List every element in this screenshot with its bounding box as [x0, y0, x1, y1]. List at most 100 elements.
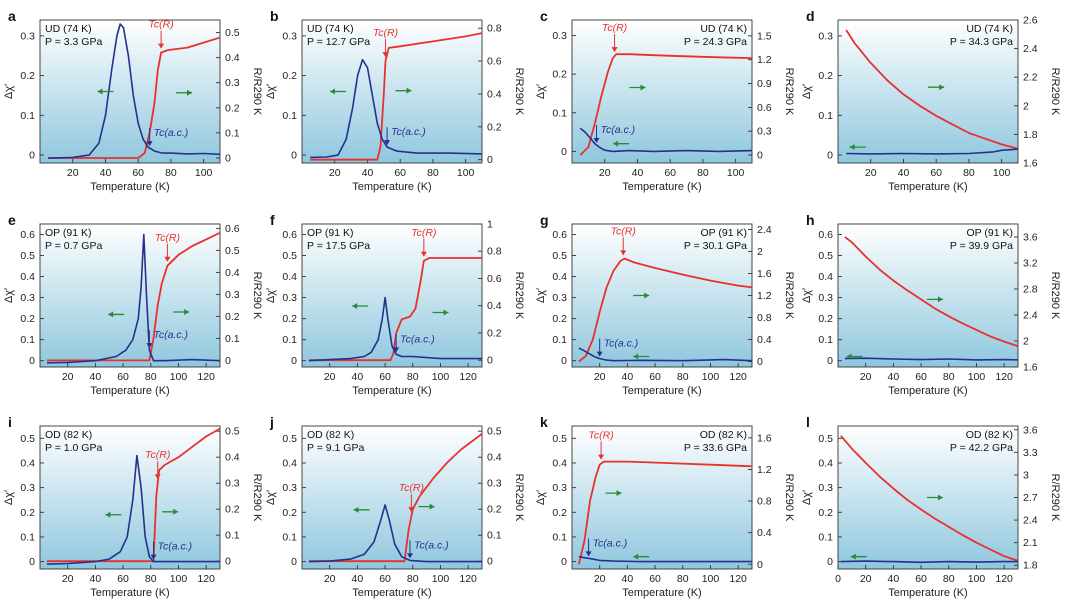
x-tick-label: 40 [888, 573, 900, 585]
x-tick-label: 40 [100, 167, 112, 179]
y2-tick-label: 0.3 [757, 126, 772, 138]
tc-r-arrowhead [611, 47, 618, 53]
x-tick-label: 20 [67, 167, 79, 179]
x-tick-label: 60 [930, 167, 942, 179]
y-tick-label: 0.4 [20, 457, 35, 469]
y-tick-label: 0.3 [20, 482, 35, 494]
panel-c: 20 40 60 80 100 0 0.1 0.2 0.3 0 0.3 0.6 0.9 1.2 1.5 Tem… [535, 8, 795, 193]
y2-tick-label: 0.4 [487, 88, 502, 100]
axis-direction-arrowhead [429, 503, 435, 510]
x-axis-label: Temperature (K) [352, 181, 431, 193]
y2-tick-label: 0 [487, 154, 493, 166]
x-tick-label: 20 [860, 371, 872, 383]
y2-axis-label: R/R290 K [251, 68, 263, 116]
x-tick-label: 120 [995, 573, 1013, 585]
plot-frame [571, 19, 753, 164]
x-tick-label: 120 [459, 573, 477, 585]
x-tick-label: 40 [632, 167, 644, 179]
y2-axis-label: R/R290 K [251, 474, 263, 522]
y2-tick-label: 0.5 [225, 426, 240, 438]
x-tick-label: 120 [995, 371, 1013, 383]
y-axis-label: Δχ′ [265, 288, 277, 303]
panel-d: 20 40 60 80 100 0 0.1 0.2 0.3 1.6 1.8 2 2.2 2.4 2.6 Tem… [801, 8, 1061, 193]
y2-tick-label: 2.4 [1023, 310, 1038, 322]
x-tick-label: 20 [62, 371, 74, 383]
panel-letter: g [540, 212, 549, 228]
y-tick-label: 0.1 [282, 110, 297, 122]
susceptibility-line [308, 504, 482, 563]
x-axis-label: Temperature (K) [90, 587, 169, 599]
tc-r-arrowhead [382, 52, 389, 58]
y2-tick-label: 0.4 [225, 52, 240, 64]
pressure-label: P = 24.3 GPa [684, 36, 747, 48]
x-axis-label: Temperature (K) [90, 181, 169, 193]
plot-frame [837, 19, 1019, 164]
y-tick-label: 0.6 [20, 229, 35, 241]
tc-r-label: Tc(R) [373, 27, 398, 39]
tc-r-label: Tc(R) [155, 232, 180, 244]
x-axis-label: Temperature (K) [622, 181, 701, 193]
y-tick-label: 0 [29, 150, 35, 162]
tc-ac-label: Tc(a.c.) [154, 127, 189, 139]
y2-tick-label: 0.4 [487, 452, 502, 464]
y-tick-label: 0.2 [20, 507, 35, 519]
x-axis-label: Temperature (K) [622, 385, 701, 397]
y2-tick-label: 2.1 [1023, 537, 1038, 549]
tc-r-label: Tc(R) [399, 482, 424, 494]
tc-ac-label: Tc(a.c.) [414, 539, 449, 551]
y2-tick-label: 0.6 [487, 273, 502, 285]
axis-direction-arrowhead [850, 553, 856, 560]
plot-background [572, 224, 752, 367]
x-tick-label: 40 [352, 573, 364, 585]
y-tick-label: 0 [29, 355, 35, 367]
x-tick-label: 100 [993, 167, 1011, 179]
pressure-label: P = 3.3 GPa [45, 36, 102, 48]
x-tick-label: 20 [62, 573, 74, 585]
y2-tick-label: 0.5 [487, 426, 502, 438]
y2-tick-label: 1.2 [757, 290, 772, 302]
tc-r-label: Tc(R) [148, 19, 173, 31]
x-tick-label: 20 [599, 167, 611, 179]
y2-tick-label: 0.8 [487, 246, 502, 258]
panel-letter: i [8, 414, 12, 430]
y-tick-label: 0.2 [20, 70, 35, 82]
pressure-label: P = 33.6 GPa [684, 442, 747, 454]
axis-direction-arrowhead [633, 553, 639, 560]
plot-frame [301, 19, 483, 164]
x-tick-label: 20 [860, 573, 872, 585]
x-tick-label: 80 [427, 167, 439, 179]
panel-letter: e [8, 212, 16, 228]
y2-tick-label: 1.2 [757, 54, 772, 66]
y-tick-label: 0.3 [552, 482, 567, 494]
y-tick-label: 0.4 [552, 271, 567, 283]
plot-frame [837, 223, 1019, 368]
y2-axis-label: R/R290 K [783, 272, 795, 320]
resistance-line [308, 257, 482, 362]
y2-axis-label: R/R290 K [513, 68, 525, 116]
x-tick-label: 20 [324, 573, 336, 585]
y2-tick-label: 0.4 [757, 334, 772, 346]
y2-tick-label: 0.4 [225, 267, 240, 279]
x-tick-label: 80 [407, 573, 419, 585]
x-axis-label: Temperature (K) [90, 385, 169, 397]
x-axis-label: Temperature (K) [352, 587, 431, 599]
y-tick-label: 0 [291, 556, 297, 568]
y-tick-label: 0.4 [818, 271, 833, 283]
panel-letter: h [806, 212, 815, 228]
y-tick-label: 0.2 [282, 507, 297, 519]
resistance-line [840, 435, 1018, 562]
y2-tick-label: 2 [1023, 100, 1029, 112]
x-tick-label: 80 [145, 371, 157, 383]
resistance-line [308, 433, 482, 563]
y-tick-label: 0.2 [818, 70, 833, 82]
panel-g: 20 40 60 80 100 120 0 0.1 0.2 0.3 0.4 0.5 0.6 0 0.4 0.8… [535, 212, 795, 397]
x-tick-label: 60 [664, 167, 676, 179]
x-tick-label: 60 [132, 167, 144, 179]
y-tick-label: 0.3 [20, 292, 35, 304]
panel-letter: j [269, 414, 274, 430]
axis-direction-arrowhead [173, 508, 179, 515]
y-tick-label: 0.3 [552, 292, 567, 304]
y-axis-label: Δχ′ [801, 490, 813, 505]
x-tick-label: 100 [170, 371, 188, 383]
y2-tick-label: 3.2 [1023, 258, 1038, 270]
